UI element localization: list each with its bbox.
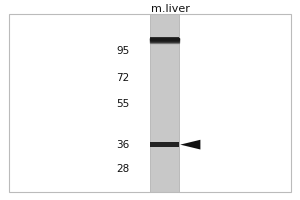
Text: m.liver: m.liver bbox=[151, 4, 190, 14]
Bar bbox=[150, 142, 179, 147]
Text: 55: 55 bbox=[117, 99, 130, 109]
Bar bbox=[150, 37, 179, 41]
Text: 72: 72 bbox=[117, 73, 130, 83]
Bar bbox=[150, 14, 179, 192]
Text: 28: 28 bbox=[117, 164, 130, 174]
Text: 36: 36 bbox=[117, 140, 130, 150]
Polygon shape bbox=[180, 140, 200, 150]
Text: 95: 95 bbox=[117, 46, 130, 56]
